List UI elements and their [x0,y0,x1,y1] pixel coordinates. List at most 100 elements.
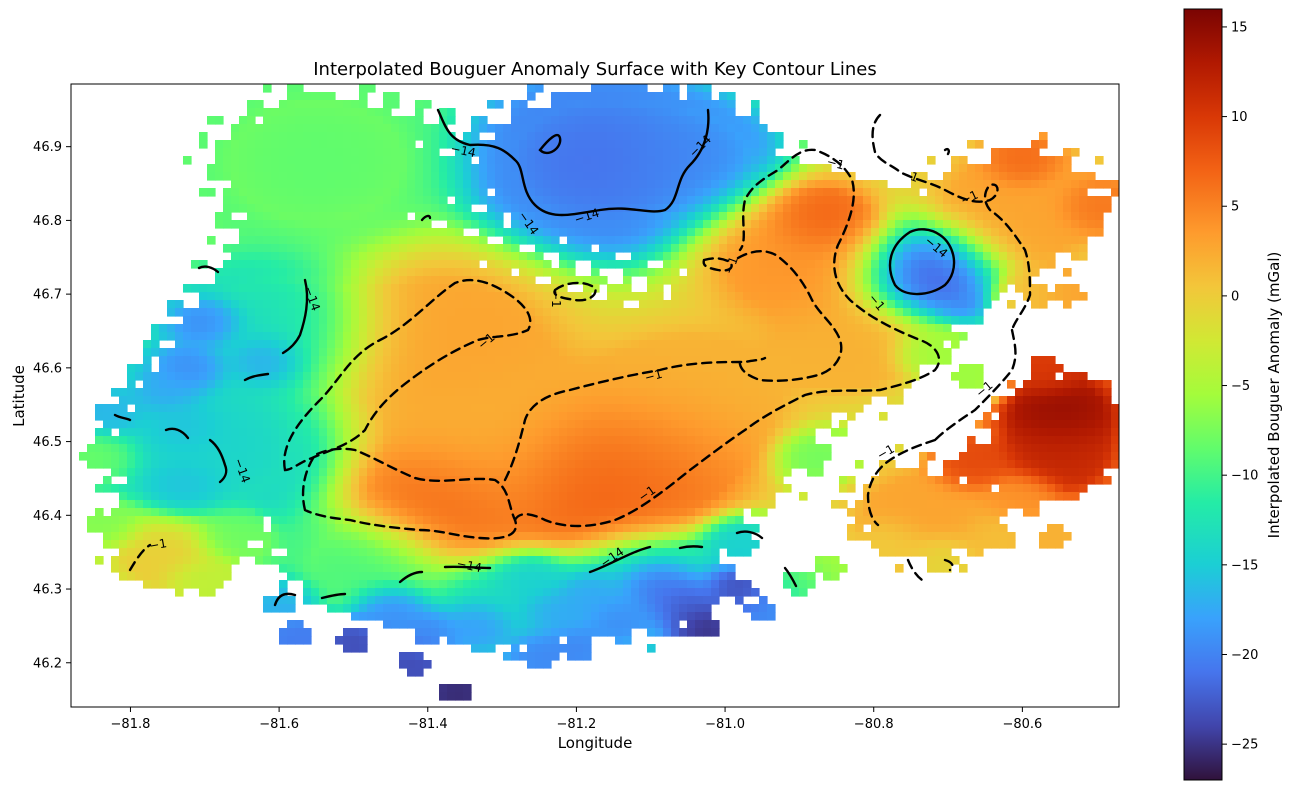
heatmap-cell [167,556,176,565]
heatmap-cell [191,388,200,397]
heatmap-cell [159,324,168,333]
heatmap-cell [639,220,648,229]
heatmap-cell [647,204,656,213]
heatmap-cell [575,476,584,485]
heatmap-cell [447,108,456,117]
heatmap-cell [719,476,728,485]
heatmap-cell [423,532,432,541]
heatmap-cell [359,308,368,317]
heatmap-cell [631,212,640,221]
heatmap-cell [359,316,368,325]
heatmap-cell [183,404,192,413]
heatmap-cell [703,396,712,405]
heatmap-cell [287,604,296,613]
heatmap-cell [703,156,712,165]
heatmap-cell [207,516,216,525]
heatmap-cell [535,196,544,205]
heatmap-cell [471,556,480,565]
heatmap-cell [575,484,584,493]
heatmap-cell [535,652,544,661]
heatmap-cell [319,316,328,325]
heatmap-cell [559,612,568,621]
heatmap-cell [711,468,720,477]
heatmap-cell [543,372,552,381]
heatmap-cell [735,196,744,205]
heatmap-cell [487,148,496,157]
heatmap-cell [487,508,496,517]
heatmap-cell [415,572,424,581]
heatmap-cell [567,476,576,485]
heatmap-cell [255,292,264,301]
heatmap-cell [135,428,144,437]
heatmap-cell [255,412,264,421]
heatmap-cell [247,388,256,397]
heatmap-cell [679,244,688,253]
heatmap-cell [767,252,776,261]
heatmap-cell [407,332,416,341]
heatmap-cell [575,228,584,237]
heatmap-cell [711,428,720,437]
heatmap-cell [399,252,408,261]
heatmap-cell [575,652,584,661]
heatmap-cell [399,436,408,445]
heatmap-cell [519,364,528,373]
heatmap-cell [671,332,680,341]
heatmap-cell [535,308,544,317]
heatmap-cell [631,532,640,541]
heatmap-cell [687,140,696,149]
heatmap-cell [415,132,424,141]
heatmap-cell [687,340,696,349]
heatmap-cell [575,620,584,629]
heatmap-cell [551,404,560,413]
heatmap-cell [727,564,736,573]
heatmap-cell [415,540,424,549]
heatmap-cell [463,132,472,141]
heatmap-cell [327,444,336,453]
heatmap-cell [471,580,480,589]
heatmap-cell [455,276,464,285]
heatmap-cell [143,412,152,421]
heatmap-cell [551,340,560,349]
heatmap-cell [591,628,600,637]
heatmap-cell [615,132,624,141]
heatmap-cell [775,324,784,333]
heatmap-cell [287,404,296,413]
heatmap-cell [519,452,528,461]
heatmap-cell [487,564,496,573]
heatmap-cell [615,308,624,317]
heatmap-cell [655,300,664,309]
heatmap-cell [303,564,312,573]
heatmap-cell [663,436,672,445]
heatmap-cell [655,428,664,437]
heatmap-cell [671,580,680,589]
heatmap-cell [511,532,520,541]
heatmap-cell [391,556,400,565]
heatmap-cell [687,444,696,453]
heatmap-cell [575,436,584,445]
heatmap-cell [215,420,224,429]
heatmap-cell [375,220,384,229]
heatmap-cell [431,300,440,309]
heatmap-cell [703,484,712,493]
heatmap-cell [695,364,704,373]
heatmap-cell [247,364,256,373]
heatmap-cell [143,468,152,477]
heatmap-cell [471,516,480,525]
heatmap-cell [759,420,768,429]
heatmap-cell [255,340,264,349]
heatmap-cell [239,500,248,509]
heatmap-cell [583,220,592,229]
heatmap-cell [167,364,176,373]
heatmap-cell [175,540,184,549]
heatmap-cell [375,148,384,157]
heatmap-cell [311,132,320,141]
heatmap-cell [759,316,768,325]
heatmap-cell [759,492,768,501]
heatmap-cell [631,140,640,149]
heatmap-cell [567,212,576,221]
heatmap-cell [559,628,568,637]
heatmap-cell [303,316,312,325]
heatmap-cell [583,604,592,613]
heatmap-cell [399,156,408,165]
heatmap-cell [599,252,608,261]
